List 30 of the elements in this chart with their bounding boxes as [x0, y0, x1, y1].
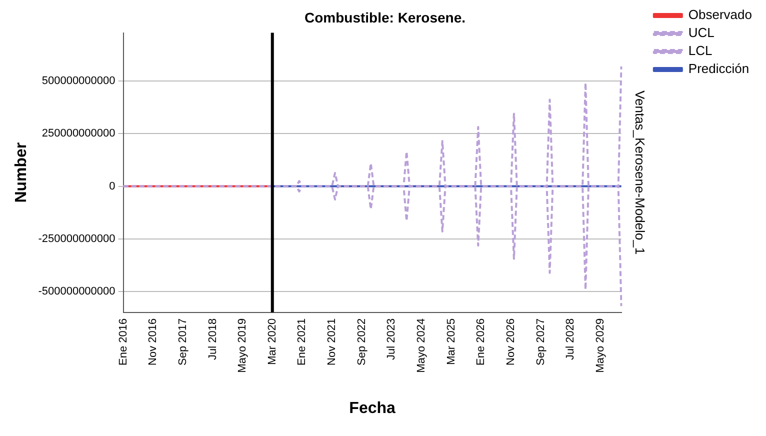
x-tick-label: Nov 2026: [505, 318, 517, 366]
x-tick-label: Mar 2020: [266, 318, 278, 365]
x-tick-label: Sep 2017: [176, 318, 189, 366]
legend-label: UCL: [688, 25, 714, 40]
x-tick-label: Mayo 2029: [594, 318, 606, 373]
x-tick-label: Sep 2027: [534, 318, 547, 366]
legend-label: Predicción: [688, 61, 750, 76]
x-tick-label: Ene 2016: [117, 318, 130, 366]
text: Ventas_Kerosene-Modelo_1: [632, 90, 648, 255]
y-tick-label: -250000000000: [38, 232, 116, 245]
x-tick-label: Mayo 2019: [236, 318, 249, 373]
x-tick-label: Jul 2028: [564, 318, 577, 360]
legend-label: Observado: [688, 7, 752, 22]
x-tick-label: Nov 2016: [147, 318, 160, 366]
x-tick-label: Ene 2026: [475, 318, 488, 366]
x-tick-label: Ene 2021: [296, 318, 308, 366]
y-tick-label: 250000000000: [42, 128, 116, 140]
y-tick-label: 0: [109, 180, 116, 192]
y-axis-title: Number: [13, 142, 30, 203]
chart-title: Combustible: Kerosene.: [304, 9, 466, 26]
x-tick-label: Mar 2025: [445, 318, 458, 365]
x-tick-label: Mayo 2024: [416, 318, 428, 373]
x-tick-label: Nov 2021: [326, 318, 338, 366]
y-tick-label: 500000000000: [42, 75, 116, 88]
x-tick-label: Sep 2022: [356, 318, 368, 366]
x-tick-label: Jul 2018: [206, 318, 219, 360]
legend-label: LCL: [688, 43, 712, 58]
x-tick-label: Jul 2023: [386, 318, 398, 360]
y-tick-label: -500000000000: [38, 285, 116, 298]
x-axis-title: Fecha: [349, 400, 396, 417]
